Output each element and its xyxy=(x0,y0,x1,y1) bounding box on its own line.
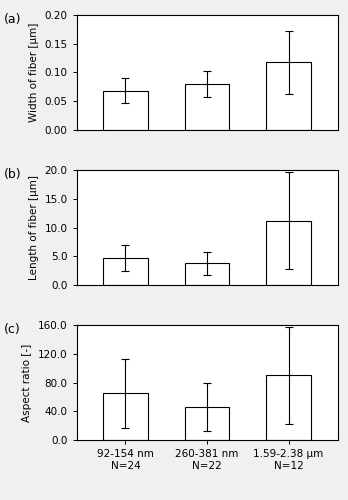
Bar xyxy=(103,91,148,130)
Bar xyxy=(185,84,229,130)
Bar xyxy=(266,62,311,130)
Text: (b): (b) xyxy=(3,168,21,181)
Y-axis label: Width of fiber [μm]: Width of fiber [μm] xyxy=(29,22,39,122)
Bar xyxy=(103,258,148,285)
Bar xyxy=(266,376,311,440)
Bar xyxy=(185,263,229,285)
Bar xyxy=(266,220,311,285)
Y-axis label: Length of fiber [μm]: Length of fiber [μm] xyxy=(29,175,39,280)
Bar xyxy=(185,407,229,440)
Y-axis label: Aspect ratio [-]: Aspect ratio [-] xyxy=(22,344,32,421)
Bar xyxy=(103,394,148,440)
Text: (a): (a) xyxy=(3,12,21,26)
Text: (c): (c) xyxy=(3,323,20,336)
